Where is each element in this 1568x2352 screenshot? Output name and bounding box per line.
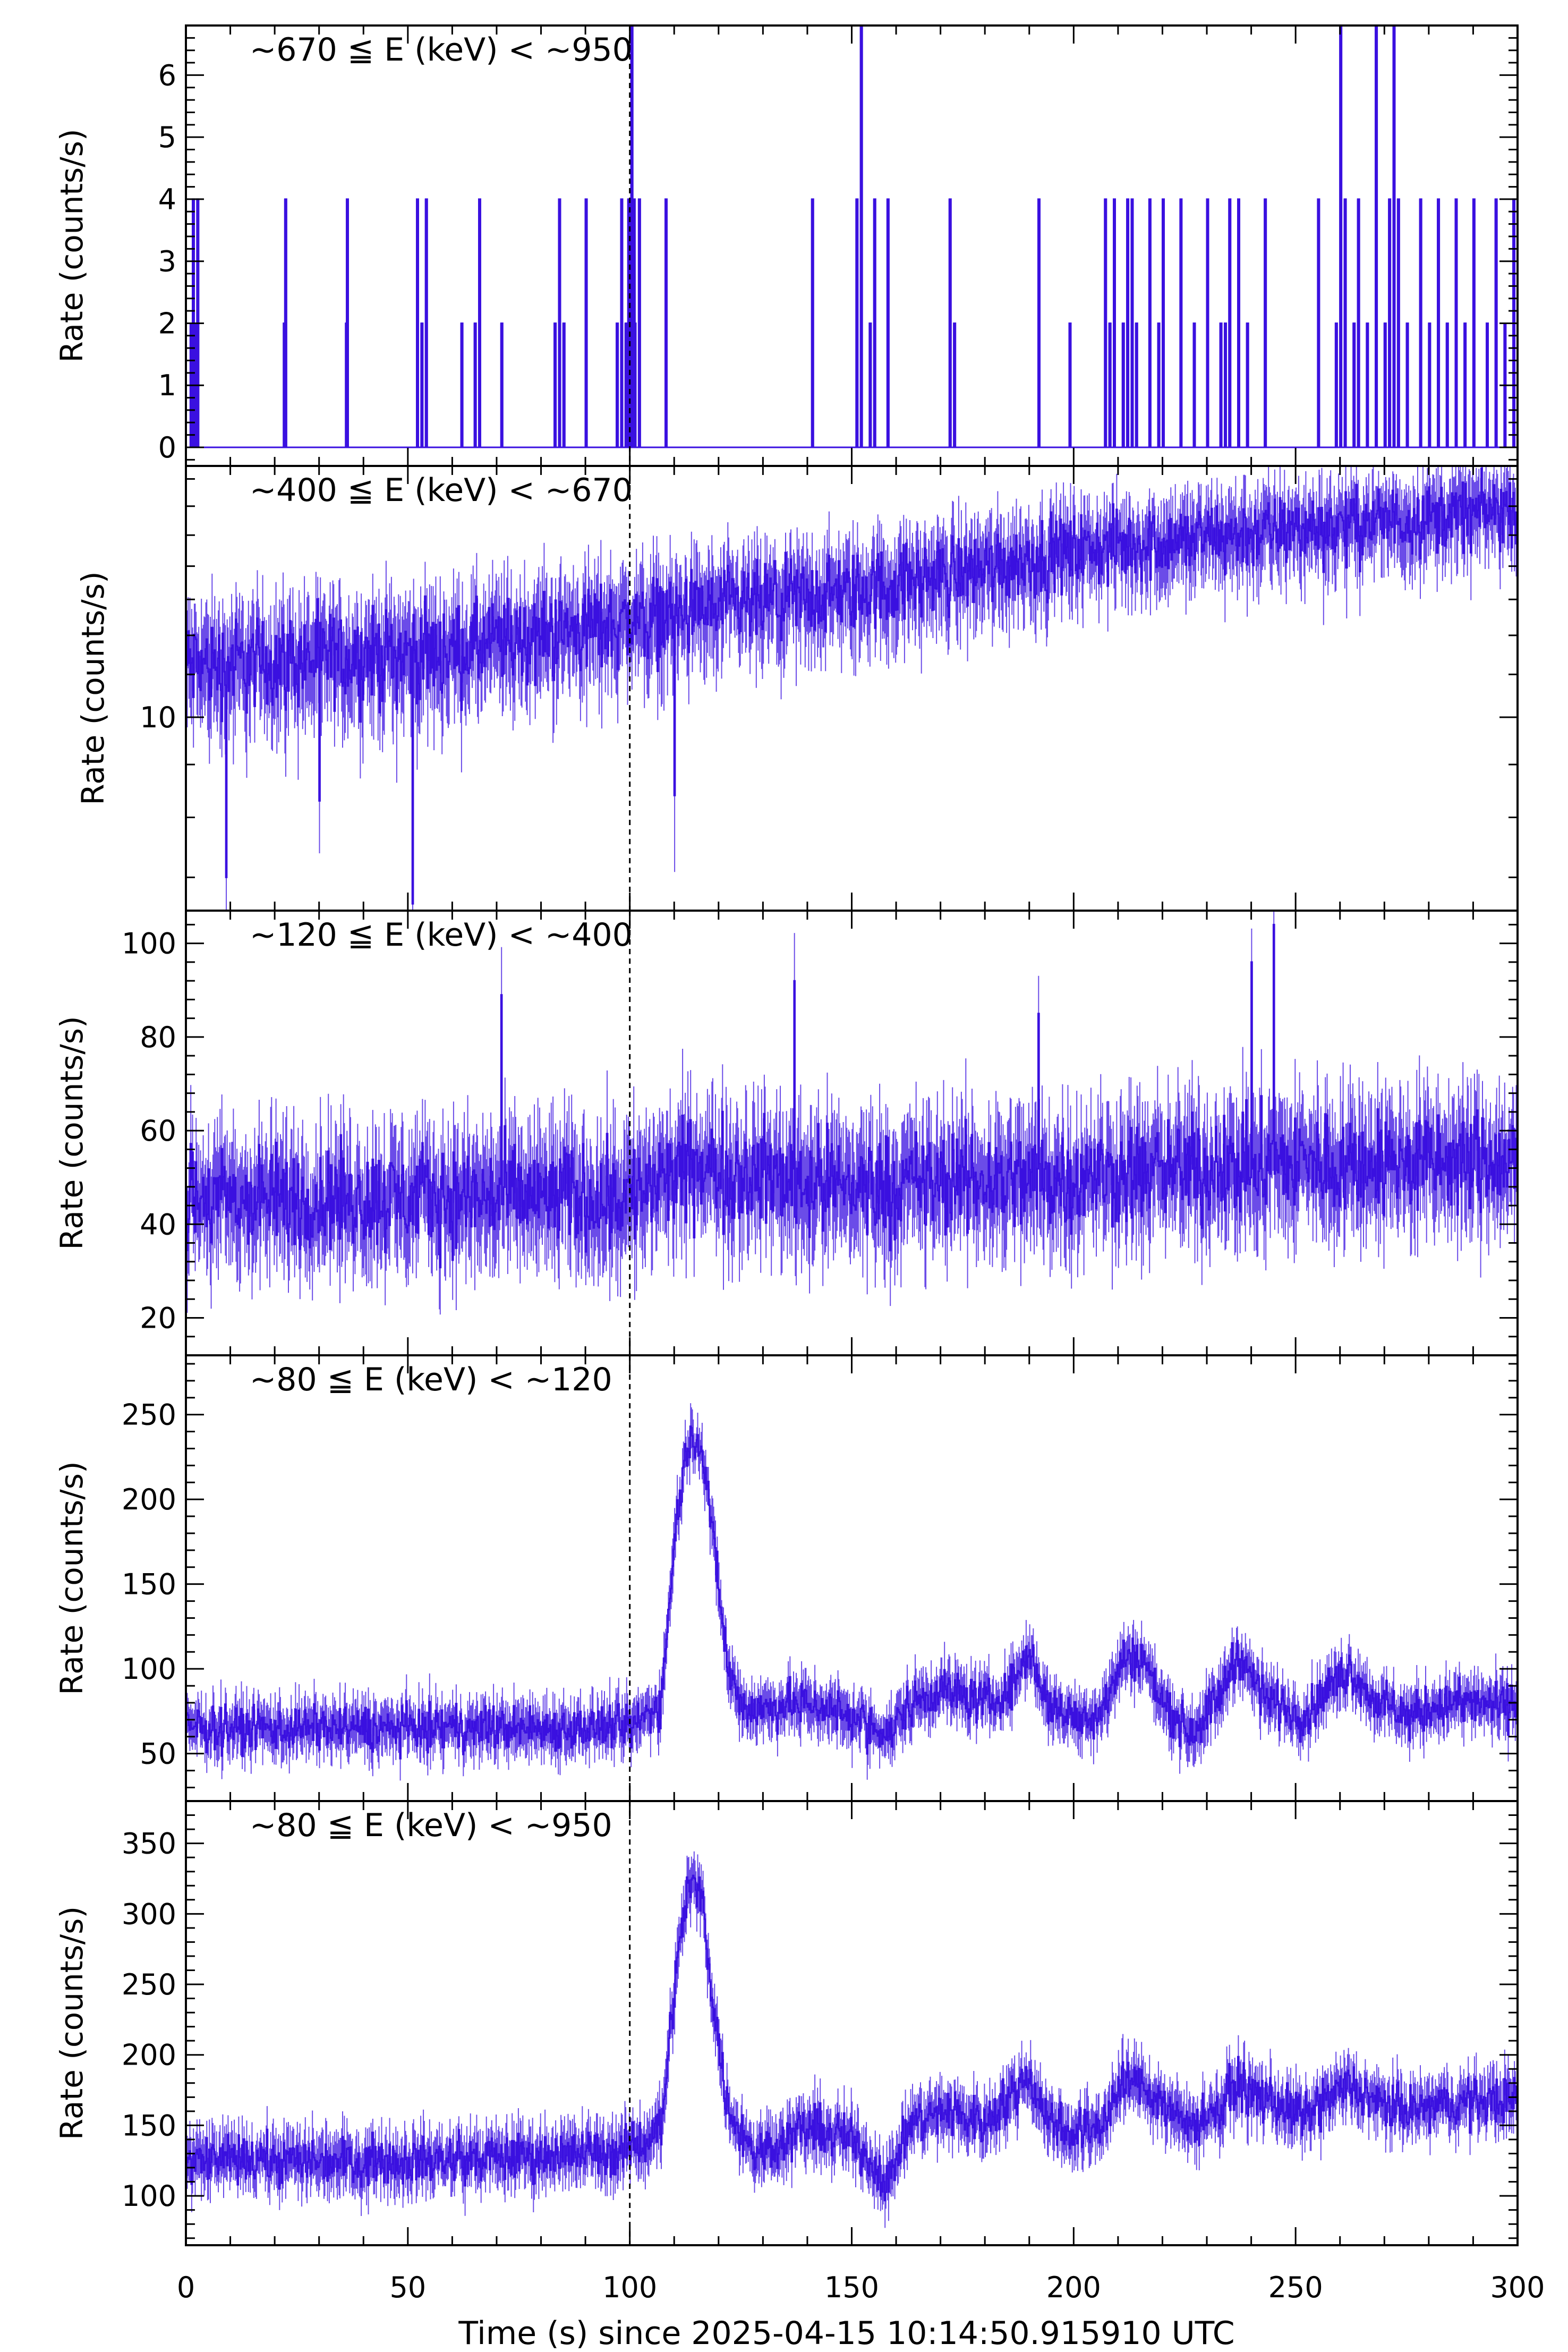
series-1 — [186, 26, 1518, 448]
series-line — [186, 923, 1518, 1269]
panel-2: 10 Rate (counts/s) ~400 ≦ E (keV) < ~670 — [75, 465, 1519, 912]
y-tick-label: 40 — [140, 1208, 176, 1241]
y-axis-label: Rate (counts/s) — [54, 129, 90, 362]
x-tick-label: 200 — [1046, 2271, 1101, 2304]
series-2 — [186, 466, 1518, 911]
x-tick-label: 0 — [177, 2271, 195, 2304]
panel-title: ~80 ≦ E (keV) < ~950 — [250, 1807, 612, 1844]
y-axis-label: Rate (counts/s) — [54, 1461, 90, 1695]
y-tick-label: 100 — [122, 1652, 176, 1686]
y-axis-label: Rate (counts/s) — [54, 1906, 90, 2140]
x-tick-label: 100 — [602, 2271, 657, 2304]
y-tick-label: 80 — [140, 1021, 176, 1054]
x-axis-label: Time (s) since 2025-04-15 10:14:50.91591… — [458, 2315, 1234, 2352]
error-bars — [186, 911, 1518, 1315]
y-tick-label: 10 — [140, 701, 176, 734]
x-tick-label: 150 — [824, 2271, 879, 2304]
y-tick-label: 100 — [122, 927, 176, 961]
panel-title: ~670 ≦ E (keV) < ~950 — [250, 31, 633, 69]
panel-title: ~120 ≦ E (keV) < ~400 — [250, 916, 633, 954]
y-tick-label: 0 — [158, 431, 176, 464]
panels: 0 1 2 3 4 5 6 Rate (counts/s) ~670 ≦ E (keV) < ~… — [54, 24, 1545, 2304]
series-line — [186, 1425, 1518, 1760]
y-tick-label: 4 — [158, 183, 176, 216]
y-axis-label: Rate (counts/s) — [75, 571, 111, 805]
y-tick-label: 250 — [122, 1968, 176, 2001]
x-tick-label: 50 — [389, 2271, 426, 2304]
x-tick-label: 250 — [1268, 2271, 1323, 2304]
panel-4: 50 100 150 200 250 Rate (counts/s) ~80 ≦ E (ke… — [54, 1354, 1519, 1802]
y-tick-label: 100 — [122, 2179, 176, 2213]
series-line — [186, 468, 1518, 905]
x-tick-label: 300 — [1490, 2271, 1545, 2304]
panel-3: 20 40 60 80 100 Rate (counts/s) ~120 ≦ E (keV)… — [54, 910, 1519, 1356]
y-tick-label: 300 — [122, 1897, 176, 1931]
y-tick-label: 60 — [140, 1114, 176, 1148]
series-line — [186, 26, 1518, 448]
series-line — [186, 1874, 1518, 2202]
y-tick-label: 200 — [122, 2039, 176, 2072]
y-tick-label: 50 — [140, 1737, 176, 1771]
y-tick-label: 1 — [158, 369, 176, 402]
series-5 — [186, 1851, 1518, 2228]
series-4 — [186, 1403, 1518, 1781]
y-tick-label: 2 — [158, 307, 176, 340]
y-axis-label: Rate (counts/s) — [54, 1016, 90, 1250]
y-tick-label: 3 — [158, 245, 176, 278]
y-tick-label: 250 — [122, 1398, 176, 1432]
y-tick-label: 150 — [122, 2109, 176, 2142]
panel-title: ~80 ≦ E (keV) < ~120 — [250, 1361, 612, 1398]
y-tick-label: 200 — [122, 1483, 176, 1516]
panel-title: ~400 ≦ E (keV) < ~670 — [250, 472, 633, 509]
y-tick-label: 5 — [158, 121, 176, 154]
panel-5: 100 150 200 250 300 350 Rate (counts/s) ~80 ≦ E… — [54, 1800, 1519, 2246]
y-tick-label: 150 — [122, 1568, 176, 1601]
series-3 — [186, 911, 1518, 1315]
panel-1: 0 1 2 3 4 5 6 Rate (counts/s) ~670 ≦ E (keV) < ~… — [54, 24, 1519, 467]
y-tick-label: 6 — [158, 58, 176, 92]
y-tick-label: 350 — [122, 1827, 176, 1861]
y-tick-label: 20 — [140, 1302, 176, 1335]
error-bars — [186, 1851, 1518, 2228]
